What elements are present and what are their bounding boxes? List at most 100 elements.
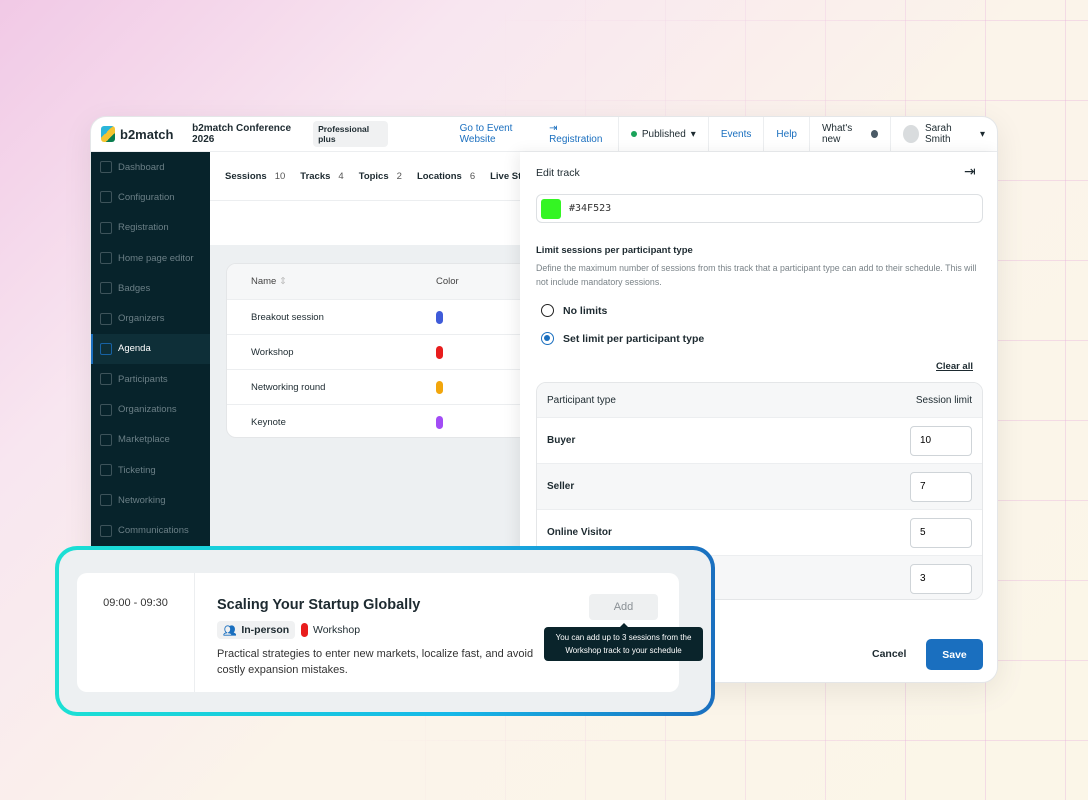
tab-sessions[interactable]: Sessions 10 — [225, 171, 285, 182]
table-row[interactable]: Keynote — [227, 405, 545, 437]
document-icon — [100, 252, 112, 265]
sidebar-item-networking[interactable]: Networking — [91, 485, 210, 515]
gear-icon — [100, 191, 112, 204]
tab-topics[interactable]: Topics 2 — [359, 171, 402, 182]
type-header: Participant type — [547, 394, 616, 406]
sidebar-item-participants[interactable]: Participants — [91, 364, 210, 394]
color-swatch[interactable] — [541, 198, 561, 219]
save-button[interactable]: Save — [926, 639, 983, 670]
sort-icon[interactable]: ⇕ — [278, 276, 287, 287]
sidebar-item-communications[interactable]: Communications — [91, 516, 210, 546]
sidebar-item-badges[interactable]: Badges — [91, 273, 210, 303]
tab-label: Live Strean — [490, 170, 542, 182]
handshake-icon — [100, 494, 112, 507]
export-icon — [100, 282, 112, 295]
sidebar-item-label: Communications — [118, 525, 189, 537]
user-name: Sarah Smith — [924, 123, 952, 145]
collapse-panel-icon[interactable]: ⇥ — [964, 163, 976, 179]
session-title[interactable]: Scaling Your Startup Globally — [217, 597, 421, 613]
panel-title: Edit track — [536, 167, 580, 179]
sidebar-item-label: Organizations — [118, 404, 177, 416]
user-menu[interactable]: Sarah Smith ▾ — [889, 117, 997, 152]
sidebar-item-organizers[interactable]: Organizers — [91, 303, 210, 333]
session-limit-input[interactable] — [910, 425, 972, 456]
avatar — [902, 125, 919, 143]
track-name: Breakout session — [251, 311, 324, 323]
chart-icon — [100, 161, 112, 174]
tab-tracks[interactable]: Tracks 4 — [300, 171, 343, 182]
notification-dot-icon — [870, 130, 878, 138]
add-button[interactable]: Add — [589, 594, 658, 620]
radio-label: Set limit per participant type — [563, 332, 705, 345]
radio-icon[interactable] — [541, 304, 554, 317]
radio-selected-icon[interactable] — [541, 332, 554, 345]
radio-set-limit[interactable]: Set limit per participant type — [541, 332, 704, 345]
sidebar-item-registration[interactable]: Registration — [91, 213, 210, 243]
limit-label: Limit sessions per participant type — [536, 245, 693, 256]
tag-icon — [100, 464, 112, 477]
limit-tooltip: You can add up to 3 sessions from the Wo… — [544, 623, 703, 661]
table-row[interactable]: Breakout session — [227, 300, 545, 335]
status-label: Published — [641, 128, 686, 140]
sidebar-item-label: Organizers — [118, 313, 165, 325]
color-value: #34F523 — [569, 203, 612, 214]
building-icon — [100, 403, 112, 416]
help-link[interactable]: Help — [763, 117, 809, 152]
track-label: Workshop — [313, 624, 361, 636]
track-name: Workshop — [251, 346, 294, 358]
whats-new-button[interactable]: What's new — [808, 117, 890, 152]
clear-all-link[interactable]: Clear all — [936, 361, 973, 372]
sidebar-item-dashboard[interactable]: Dashboard — [91, 152, 210, 182]
track-color-pill — [436, 380, 443, 394]
participant-type: Buyer — [547, 435, 576, 446]
login-icon: ⇥ — [549, 123, 558, 134]
track-color-pill — [436, 310, 443, 324]
plan-badge: Professional plus — [313, 121, 388, 147]
event-website-link[interactable]: Go to Event Website — [459, 123, 513, 145]
sidebar-item-marketplace[interactable]: Marketplace — [91, 425, 210, 455]
cancel-button[interactable]: Cancel — [872, 648, 907, 660]
sidebar-item-ticketing[interactable]: Ticketing — [91, 455, 210, 485]
radio-no-limits[interactable]: No limits — [541, 304, 607, 317]
sidebar-item-organizations[interactable]: Organizations — [91, 394, 210, 424]
sidebar-item-configuration[interactable]: Configuration — [91, 182, 210, 212]
status-dropdown[interactable]: Published ▾ — [617, 117, 708, 152]
conference-title: b2match Conference 2026 — [192, 123, 292, 145]
tab-locations[interactable]: Locations 6 — [417, 171, 475, 182]
tab-count: 2 — [396, 170, 402, 182]
users-icon — [100, 373, 112, 386]
track-color-pill — [436, 345, 443, 359]
registration-link[interactable]: ⇥ Registration — [549, 123, 608, 145]
table-row[interactable]: Workshop — [227, 335, 545, 370]
whats-new-label: What's new — [821, 123, 853, 145]
track-color-pill — [301, 623, 308, 637]
calendar-icon — [100, 342, 112, 355]
track-chip: Workshop — [301, 621, 360, 639]
tab-count: 4 — [338, 170, 344, 182]
tab-label: Locations — [416, 170, 462, 182]
sidebar-item-agenda[interactable]: Agenda — [91, 333, 210, 365]
name-column-header[interactable]: Name ⇕ — [251, 276, 287, 287]
logo-icon — [101, 126, 115, 142]
top-header: b2match b2match Conference 2026 Professi… — [91, 117, 997, 152]
clipboard-icon — [100, 221, 112, 234]
sidebar-item-label: Registration — [118, 222, 169, 234]
events-link[interactable]: Events — [707, 117, 764, 152]
sidebar-item-label: Ticketing — [118, 464, 156, 476]
color-input[interactable]: #34F523 — [536, 194, 983, 223]
users-icon: 👥︎ — [223, 624, 237, 637]
sidebar-item-home-page-editor[interactable]: Home page editor — [91, 243, 210, 273]
session-limit-input[interactable] — [910, 471, 972, 502]
registration-label: Registration — [549, 134, 603, 145]
session-limit-input[interactable] — [910, 517, 972, 548]
tab-live-strean[interactable]: Live Strean — [490, 171, 549, 182]
session-time: 09:00 - 09:30 — [77, 573, 195, 692]
tab-label: Tracks — [300, 170, 331, 182]
sidebar-item-label: Networking — [118, 494, 166, 506]
list-icon — [100, 433, 112, 446]
brand-logo[interactable]: b2match — [101, 126, 192, 142]
track-color-pill — [436, 415, 443, 429]
table-row[interactable]: Networking round — [227, 370, 545, 405]
participant-type: Seller — [547, 481, 575, 492]
session-limit-input[interactable] — [910, 563, 972, 594]
